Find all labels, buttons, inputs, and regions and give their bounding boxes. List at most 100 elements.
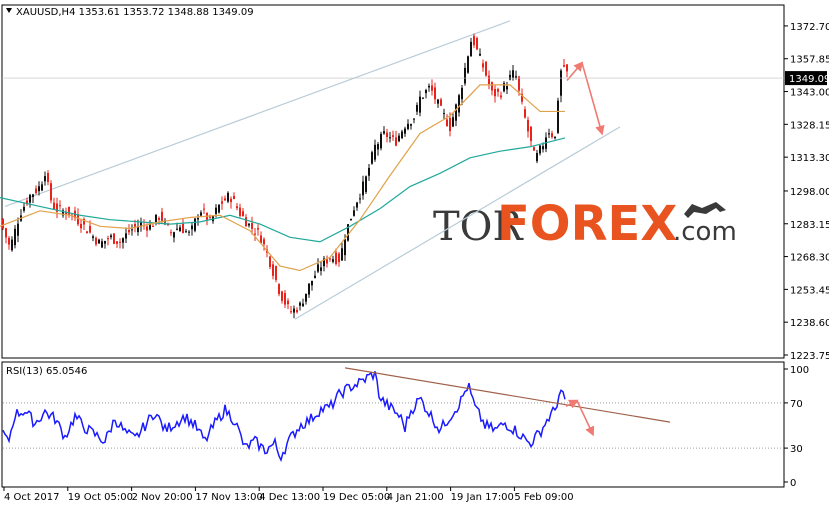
candle-bear [392,135,394,137]
time-tick-label: 2 Nov 20:00 [132,492,193,503]
candle-bear [86,231,88,234]
candle-bull [461,87,463,100]
candle-bull [122,238,124,243]
candle-bear [524,109,526,118]
candle-bull [110,235,112,238]
candle-bull [437,99,439,104]
candle-bull [428,85,430,88]
candle-bear [146,226,148,231]
candle-bear [494,88,496,97]
price-tick-label: 1238.60 [790,318,829,329]
time-tick-label: 19 Oct 05:00 [68,492,133,503]
price-tick-label: 1268.30 [790,253,829,264]
candle-bear [278,284,280,295]
candle-bear [290,311,292,313]
candle-bear [269,256,271,268]
candle-bear [335,252,337,265]
candle-bull [407,123,409,130]
candle-bull [470,41,472,57]
candle-bull [176,228,178,230]
candle-bull [200,212,202,216]
candle-bull [467,56,469,73]
candle-bear [224,198,226,201]
candle-bear [395,137,397,146]
current-price-badge [785,71,827,86]
ma-fast-line [0,84,565,272]
candle-bear [488,75,490,85]
watermark-forex-text: FOREX [497,196,677,252]
candle-bull [557,100,559,133]
candle-bear [434,87,436,100]
candle-bear [242,211,244,217]
candle-bull [560,70,562,96]
candle-bear [203,208,205,210]
candle-bear [500,95,502,98]
rsi-tick-label: 0 [790,478,796,489]
candle-bear [5,228,7,238]
candle-bear [239,207,241,216]
candle-bull [11,239,13,251]
candle-bear [257,227,259,230]
candle-bear [89,225,91,233]
candle-bear [491,82,493,91]
candle-bear [2,219,4,229]
candle-bull [419,96,421,113]
candle-bear [386,132,388,137]
candle-bull [44,176,46,182]
candle-bear [482,63,484,68]
candle-bull [38,186,40,192]
candle-bull [512,70,514,78]
candle-bear [260,235,262,244]
candle-bear [476,38,478,50]
candle-bull [359,198,361,200]
candle-bear [551,133,553,138]
candle-bear [254,233,256,235]
rsi-tick-label: 30 [790,444,803,455]
candle-bull [314,275,316,278]
rsi-header-text: RSI(13) 65.0546 [6,366,87,377]
candle-bull [185,231,187,233]
rsi-trendline [344,367,671,423]
watermark-com-text: .com [673,217,737,247]
candle-bear [530,126,532,142]
candle-bull [356,202,358,208]
candle-bull [455,104,457,121]
candle-bear [563,65,565,67]
candle-bull [140,222,142,227]
channel-upper-line [4,20,511,207]
time-tick-label: 19 Dec 05:00 [323,492,390,503]
candle-bull [464,67,466,84]
candle-bull [104,240,106,244]
candle-bear [527,119,529,132]
ma-slow-line [0,137,566,243]
candle-bear [26,200,28,205]
time-tick-label: 17 Nov 13:00 [195,492,262,503]
candle-bull [416,105,418,112]
candle-bear [158,217,160,220]
rsi-tick-label: 70 [790,399,803,410]
candle-bear [221,201,223,204]
candle-bull [125,233,127,239]
candle-bear [113,233,115,244]
candle-bull [353,210,355,216]
candle-bear [329,258,331,260]
rsi-tick-label: 100 [790,365,809,376]
candle-bull [341,248,343,261]
candle-bull [452,117,454,127]
candle-bear [116,241,118,244]
candle-bull [92,236,94,238]
candle-bear [281,291,283,301]
candle-bear [566,64,568,72]
rsi-forecast-arrow [576,400,595,437]
candle-bull [173,232,175,238]
candle-bull [62,210,64,216]
candle-bull [365,176,367,192]
candle-bull [215,207,217,214]
candle-bull [422,97,424,99]
candle-bull [554,136,556,139]
candle-bull [137,226,139,233]
candle-bull [350,218,352,221]
candle-bear [47,173,49,182]
